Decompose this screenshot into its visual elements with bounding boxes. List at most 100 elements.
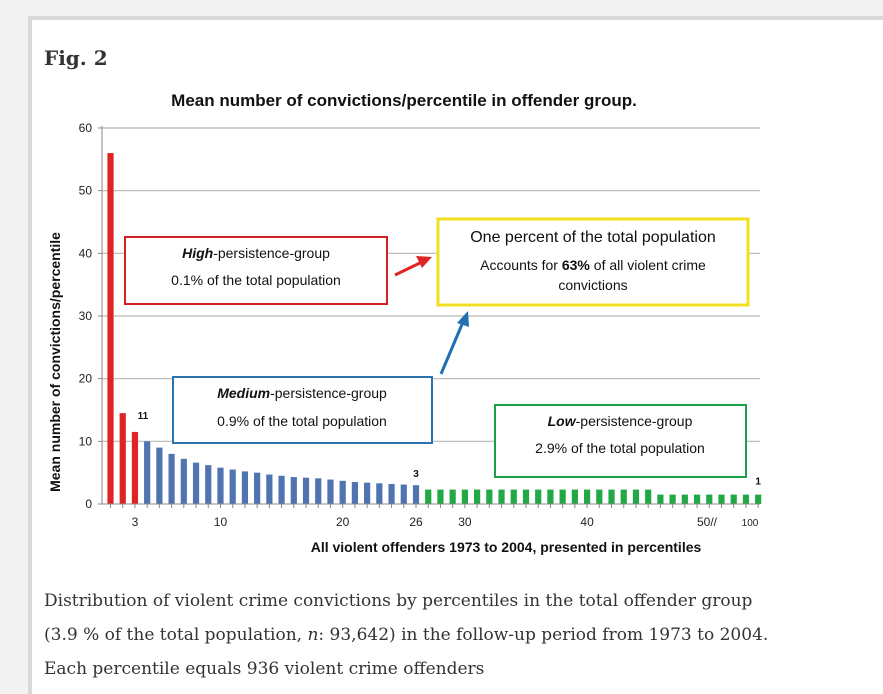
- caption-line-2: (3.9 % of the total population, n: 93,64…: [44, 618, 874, 652]
- bar-data-label: 11: [138, 411, 149, 422]
- one-percent-body-pre: Accounts for: [480, 257, 562, 273]
- bar: [107, 153, 114, 505]
- one-percent-box: [436, 217, 750, 307]
- y-tick-label: 20: [79, 372, 93, 386]
- medium-persistence-body: 0.9% of the total population: [217, 413, 387, 429]
- figure-caption: Distribution of violent crime conviction…: [44, 584, 874, 686]
- low-persistence-title-em: Low: [548, 413, 577, 429]
- caption-line-3: Each percentile equals 936 violent crime…: [44, 659, 485, 679]
- bar: [755, 494, 762, 504]
- bar: [364, 482, 371, 504]
- medium-persistence-title: Medium-persistence-group: [217, 385, 387, 401]
- bar: [559, 489, 566, 504]
- red-arrow: [394, 256, 432, 277]
- low-persistence-title-rest: -persistence-group: [576, 413, 693, 429]
- bar: [583, 489, 591, 504]
- bar: [535, 489, 542, 504]
- x-tick-label: 50//: [697, 515, 718, 529]
- bar: [730, 494, 737, 504]
- bar: [400, 484, 407, 504]
- one-percent-title: One percent of the total population: [470, 229, 716, 246]
- bar: [645, 489, 652, 504]
- bar: [180, 458, 187, 504]
- x-tick-label: 30: [458, 515, 472, 529]
- bar: [229, 469, 236, 504]
- one-percent-body-line2: convictions: [558, 277, 627, 293]
- caption-line-2-a: (3.9 % of the total population,: [44, 625, 308, 645]
- bar: [681, 494, 688, 504]
- medium-persistence-title-rest: -persistence-group: [270, 385, 387, 401]
- bar-data-label: 1: [755, 477, 761, 488]
- chart-container: Mean number of convictions/percentile in…: [44, 86, 764, 562]
- low-persistence-box: [494, 404, 747, 478]
- y-tick-label: 40: [79, 246, 93, 260]
- medium-persistence-title-em: Medium: [217, 385, 270, 401]
- x-tick-label: 100: [742, 518, 759, 529]
- bar: [412, 485, 420, 504]
- bar: [718, 494, 725, 504]
- blue-arrow-shaft: [439, 321, 465, 375]
- bar: [449, 489, 456, 504]
- bar: [547, 489, 554, 504]
- high-persistence-annotation: High-persistence-group 0.1% of the total…: [124, 236, 388, 305]
- bar: [131, 431, 139, 504]
- bar: [620, 489, 627, 504]
- bar: [461, 489, 468, 504]
- bar: [742, 494, 750, 504]
- bar: [339, 480, 346, 504]
- high-persistence-title-em: High: [182, 245, 213, 261]
- medium-persistence-box: [172, 376, 433, 444]
- red-arrow-head: [416, 256, 432, 268]
- bar: [388, 483, 395, 504]
- bar: [119, 413, 126, 504]
- bar: [669, 494, 676, 504]
- low-persistence-title: Low-persistence-group: [548, 413, 693, 429]
- bar: [596, 489, 603, 504]
- x-tick-label: 20: [336, 515, 350, 529]
- bar: [706, 494, 713, 504]
- bar: [437, 489, 444, 504]
- bar: [205, 465, 212, 504]
- y-tick-label: 0: [85, 497, 92, 511]
- bar: [156, 447, 163, 504]
- bar: [632, 489, 640, 504]
- bar: [217, 467, 224, 504]
- one-percent-body: Accounts for 63% of all violent crime: [480, 257, 706, 273]
- bar: [522, 489, 530, 504]
- bar: [278, 475, 285, 504]
- bar: [192, 462, 200, 504]
- bar: [693, 494, 701, 504]
- blue-arrow: [439, 311, 469, 375]
- x-tick-label: 3: [132, 515, 139, 529]
- bar: [302, 477, 310, 504]
- x-axis-label: All violent offenders 1973 to 2004, pres…: [311, 539, 702, 555]
- bar: [486, 489, 493, 504]
- x-tick-label: 10: [214, 515, 228, 529]
- bar: [351, 482, 358, 504]
- bar: [425, 489, 432, 504]
- bar: [657, 494, 664, 504]
- bar: [290, 477, 297, 504]
- bar: [241, 471, 249, 504]
- chart-background: [44, 86, 764, 562]
- figure-label: Fig. 2: [44, 46, 108, 70]
- bar: [327, 479, 334, 504]
- y-axis-label: Mean number of convictions/percentile: [47, 232, 63, 492]
- x-tick-label: 26: [409, 515, 423, 529]
- one-percent-body-post: of all violent crime: [590, 257, 706, 273]
- blue-arrow-head: [457, 311, 469, 327]
- y-tick-label: 60: [79, 121, 93, 135]
- high-persistence-box: [124, 236, 388, 305]
- bar: [168, 453, 175, 504]
- one-percent-body-bold: 63%: [562, 257, 591, 273]
- bar-data-label: 3: [413, 469, 419, 480]
- y-tick-label: 50: [79, 184, 93, 198]
- bar: [144, 441, 151, 504]
- bar: [315, 478, 322, 504]
- bar: [376, 483, 383, 504]
- bar: [254, 472, 261, 504]
- bar-chart: Mean number of convictions/percentile in…: [44, 86, 764, 562]
- one-percent-annotation: One percent of the total population Acco…: [436, 217, 750, 307]
- x-tick-label: 40: [580, 515, 594, 529]
- high-persistence-body: 0.1% of the total population: [171, 272, 341, 288]
